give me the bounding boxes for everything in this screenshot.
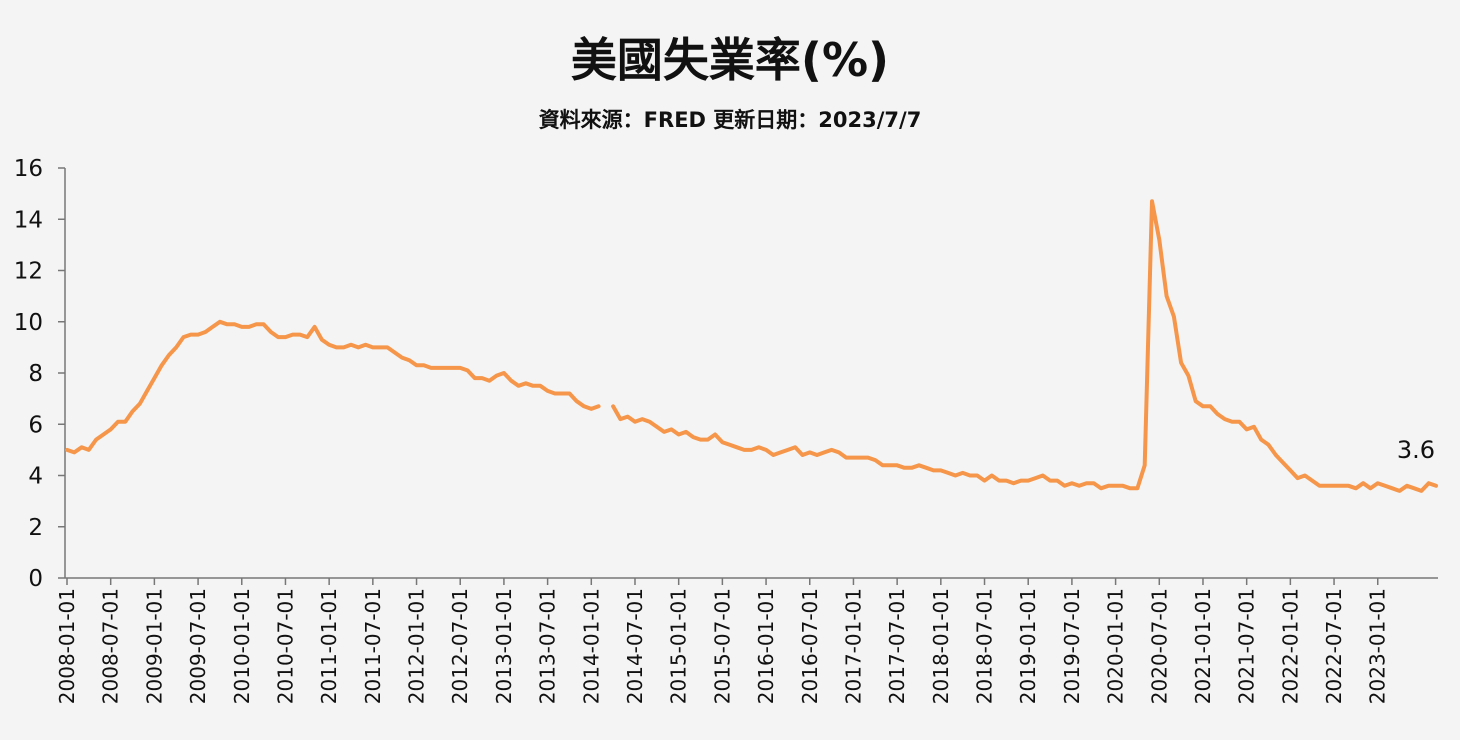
x-tick-label: 2021-01-01 (1191, 588, 1215, 704)
x-tick-label: 2017-01-01 (841, 588, 865, 704)
last-value-label: 3.6 (1397, 436, 1435, 464)
y-tick-label: 4 (28, 464, 43, 490)
y-tick-label: 12 (14, 259, 43, 285)
x-tick-label: 2014-07-01 (623, 588, 647, 704)
x-tick-label: 2017-07-01 (885, 588, 909, 704)
x-tick-label: 2016-01-01 (754, 588, 778, 704)
x-tick-label: 2008-07-01 (99, 588, 123, 704)
x-tick-label: 2022-07-01 (1322, 588, 1346, 704)
series-line-segment (65, 319, 601, 455)
x-tick-label: 2010-07-01 (273, 588, 297, 704)
x-tick-label: 2020-01-01 (1104, 588, 1128, 704)
x-tick-label: 2008-01-01 (55, 588, 79, 704)
x-tick-label: 2021-07-01 (1235, 588, 1259, 704)
y-tick-label: 2 (28, 515, 43, 541)
series-lines (65, 199, 1438, 493)
x-tick-label: 2011-07-01 (361, 588, 385, 704)
series-line-segment (611, 199, 1438, 493)
axes (64, 168, 1438, 579)
y-axis-ticks: 0 2 4 6 8 10 12 14 16 (14, 156, 65, 592)
x-tick-label: 2019-01-01 (1016, 588, 1040, 704)
x-tick-label: 2023-01-01 (1366, 588, 1390, 704)
x-tick-label: 2020-07-01 (1147, 588, 1171, 704)
x-tick-label: 2015-07-01 (710, 588, 734, 704)
y-tick-label: 0 (28, 566, 43, 592)
chart-subtitle: 資料來源：FRED 更新日期：2023/7/7 (538, 108, 922, 132)
x-tick-label: 2012-01-01 (405, 588, 429, 704)
x-tick-label: 2018-07-01 (973, 588, 997, 704)
x-tick-label: 2010-01-01 (230, 588, 254, 704)
x-tick-label: 2019-07-01 (1060, 588, 1084, 704)
y-tick-label: 6 (28, 412, 43, 438)
y-tick-label: 16 (14, 156, 43, 182)
x-tick-label: 2012-07-01 (448, 588, 472, 704)
x-tick-label: 2013-01-01 (492, 588, 516, 704)
x-tick-label: 2022-01-01 (1278, 588, 1302, 704)
x-tick-label: 2013-07-01 (536, 588, 560, 704)
y-tick-label: 8 (28, 361, 43, 387)
x-tick-label: 2014-01-01 (579, 588, 603, 704)
chart-title: 美國失業率(%) (570, 33, 890, 87)
y-tick-label: 10 (14, 310, 43, 336)
x-tick-label: 2009-07-01 (186, 588, 210, 704)
x-tick-label: 2016-07-01 (798, 588, 822, 704)
x-tick-label: 2015-01-01 (667, 588, 691, 704)
x-tick-label: 2018-01-01 (929, 588, 953, 704)
x-tick-label: 2011-01-01 (317, 588, 341, 704)
x-axis-ticks: 2008-01-01 2008-07-01 2009-01-01 2009-07-01… (55, 578, 1390, 704)
x-tick-label: 2009-01-01 (142, 588, 166, 704)
y-tick-label: 14 (14, 207, 43, 233)
